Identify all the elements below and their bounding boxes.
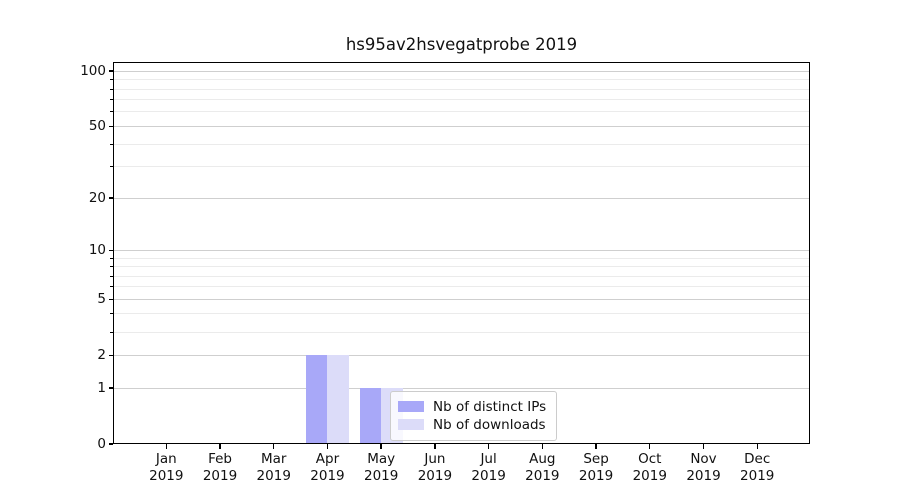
gridline-minor	[113, 313, 810, 315]
y-tick	[108, 387, 113, 389]
x-tick-label-feb: Feb 2019	[202, 451, 238, 484]
x-tick-label-jan: Jan 2019	[149, 451, 184, 484]
gridline-major	[113, 354, 810, 356]
x-tick-label-dec: Dec 2019	[740, 451, 775, 484]
gridline-major	[113, 70, 810, 72]
gridline-major	[113, 249, 810, 251]
x-tick-label-oct: Oct 2019	[632, 451, 667, 484]
x-tick	[702, 444, 705, 449]
y-tick	[108, 443, 113, 445]
gridline-minor	[113, 275, 810, 277]
y-tick-label-0: 0	[97, 436, 106, 452]
gridline-minor	[113, 111, 810, 113]
gridline-minor	[113, 257, 810, 259]
x-tick	[756, 444, 758, 449]
y-tick-minor	[110, 331, 113, 333]
x-tick-label-apr: Apr 2019	[310, 451, 345, 484]
gridline-minor	[113, 143, 810, 145]
x-tick-label-jul: Jul 2019	[471, 451, 506, 484]
bar-distinct-ips-may	[359, 388, 382, 444]
gridline-major	[113, 197, 810, 199]
gridline-minor	[113, 266, 810, 267]
y-tick-minor	[110, 111, 113, 113]
gridline-minor	[113, 88, 810, 90]
y-tick-minor	[110, 79, 113, 81]
y-tick-minor	[110, 266, 113, 267]
x-tick	[219, 444, 221, 449]
y-tick-label-50: 50	[88, 118, 106, 135]
legend-label-distinct-ips: Nb of distinct IPs	[433, 398, 547, 415]
y-tick	[108, 354, 113, 356]
x-tick	[273, 444, 275, 449]
plot-frame	[113, 62, 810, 444]
gridline-major	[113, 298, 810, 300]
y-tick	[108, 249, 113, 251]
gridline-major	[113, 387, 810, 389]
y-tick-label-10: 10	[88, 242, 106, 259]
x-tick-label-jun: Jun 2019	[417, 451, 453, 484]
legend-label-downloads: Nb of downloads	[433, 416, 546, 433]
y-tick	[108, 70, 113, 72]
x-tick-label-aug: Aug 2019	[525, 451, 560, 484]
y-tick	[108, 125, 113, 128]
y-tick-label-100: 100	[80, 63, 106, 80]
y-tick-minor	[110, 313, 113, 315]
y-tick-label-5: 5	[97, 291, 106, 308]
y-tick-label-1: 1	[97, 380, 106, 396]
x-tick	[595, 444, 597, 449]
x-tick-label-may: May 2019	[363, 451, 399, 484]
gridline-minor	[113, 286, 810, 288]
y-tick	[108, 298, 113, 300]
x-tick	[541, 444, 544, 449]
legend-swatch-distinct-ips	[398, 401, 424, 412]
y-tick-minor	[110, 88, 113, 90]
y-tick-minor	[110, 143, 113, 145]
x-tick	[487, 444, 490, 449]
gridline-major	[113, 125, 810, 127]
legend-item-distinct-ips: Nb of distinct IPs	[398, 398, 546, 415]
gridline-minor	[113, 99, 810, 101]
chart-title: hs95av2hsvegatprobe 2019	[345, 35, 578, 54]
y-tick-label-2: 2	[97, 347, 106, 364]
bar-downloads-apr	[327, 355, 349, 444]
x-tick-label-mar: Mar 2019	[256, 451, 291, 484]
gridline-minor	[113, 79, 810, 81]
y-tick-label-20: 20	[88, 190, 106, 207]
y-tick	[108, 197, 113, 199]
x-tick	[165, 444, 167, 449]
gridline-minor	[113, 331, 810, 333]
x-tick	[434, 444, 436, 449]
legend: Nb of distinct IPs Nb of downloads	[390, 391, 558, 441]
x-tick	[380, 444, 382, 449]
y-tick-minor	[110, 99, 113, 101]
legend-swatch-downloads	[398, 419, 424, 430]
y-tick-minor	[110, 275, 113, 277]
y-tick-minor	[110, 257, 113, 259]
bar-distinct-ips-apr	[305, 355, 328, 444]
y-tick-minor	[110, 286, 113, 288]
x-tick	[649, 444, 651, 449]
gridline-minor	[113, 166, 810, 168]
y-tick-minor	[110, 166, 113, 168]
x-tick-label-sep: Sep 2019	[578, 451, 614, 484]
x-tick	[326, 444, 329, 449]
legend-item-downloads: Nb of downloads	[398, 416, 546, 433]
x-tick-label-nov: Nov 2019	[686, 451, 721, 484]
